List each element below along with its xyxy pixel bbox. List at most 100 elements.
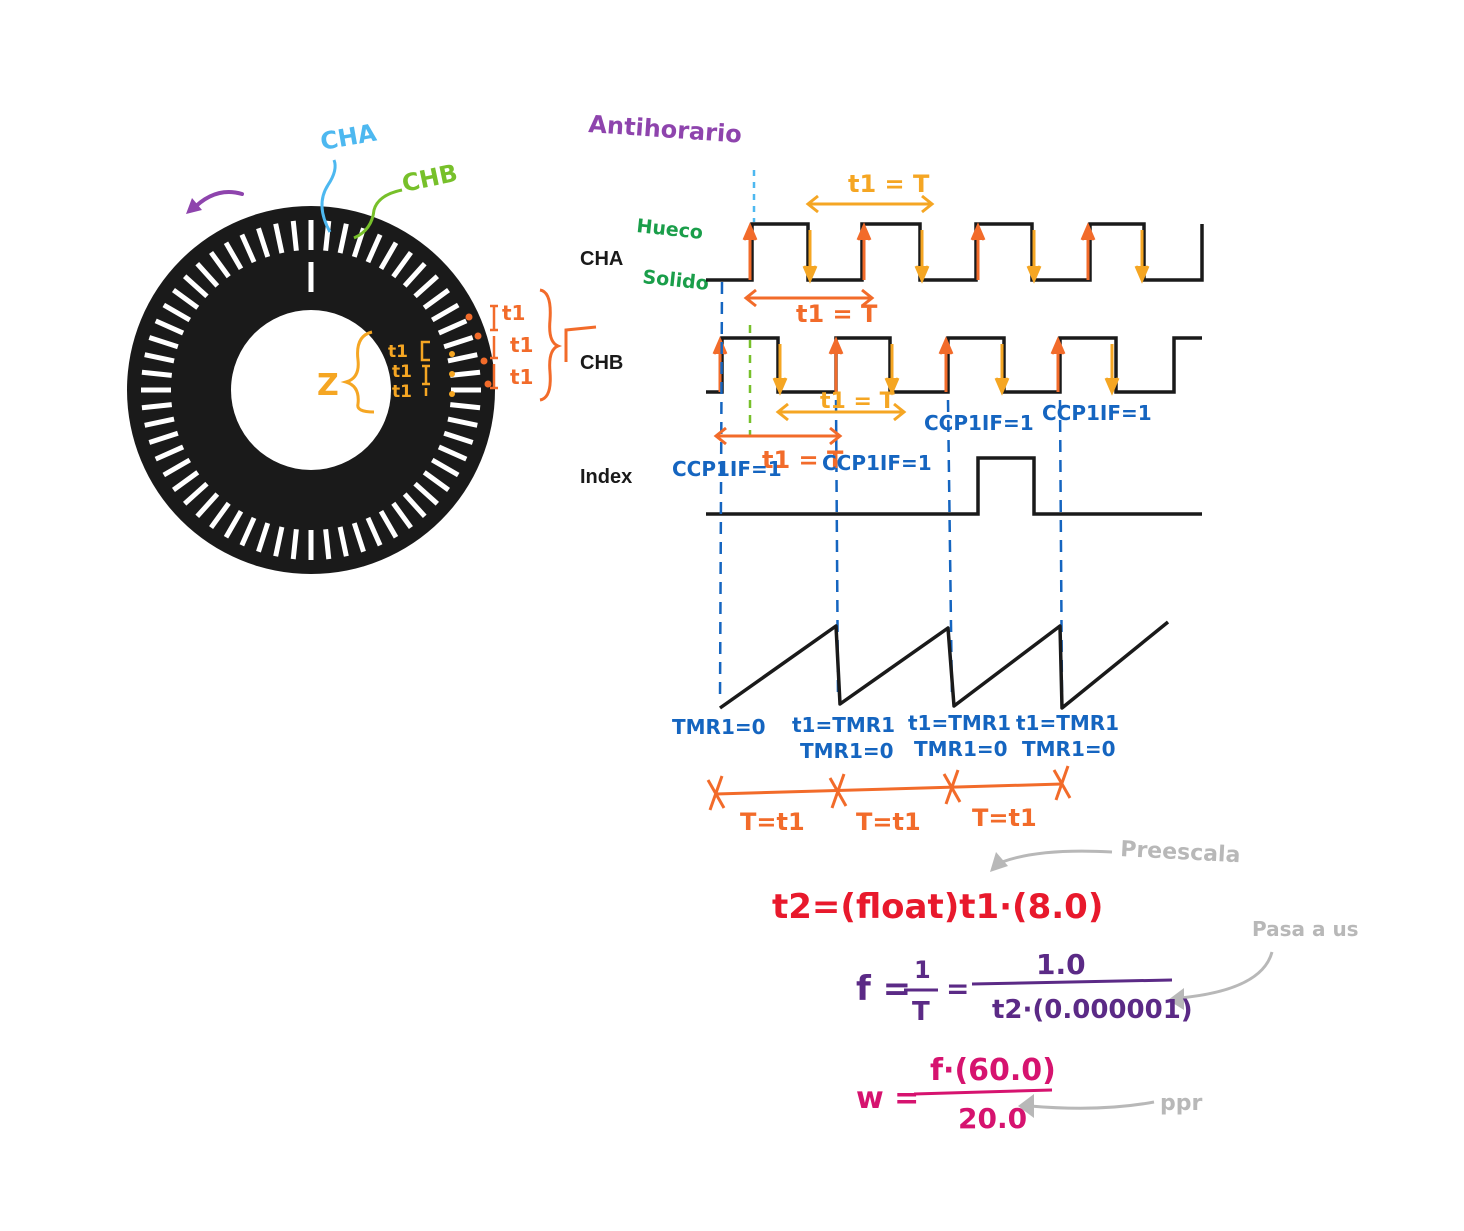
tmr-pair-3-top: t1=TMR1: [1016, 711, 1119, 735]
tmr-pair-2-top: t1=TMR1: [908, 711, 1011, 735]
f-frac-big: [971, 978, 1173, 986]
disk-slot: [413, 481, 440, 506]
inner-t1-1: t1: [388, 342, 408, 362]
f-den-big: t2·(0.000001): [992, 995, 1193, 1025]
prescala-note: Preescala: [1120, 837, 1241, 868]
disk-slot: [443, 430, 474, 445]
t1-span-chb: [775, 402, 907, 422]
tmr-pair-3-bottom: TMR1=0: [1022, 737, 1116, 761]
disk-slot: [430, 302, 460, 323]
disk-slot: [437, 318, 468, 336]
disk-slot: [209, 250, 231, 279]
f-eq: =: [946, 972, 969, 1005]
t1-span-bottom: [713, 426, 843, 446]
disk-slot: [391, 250, 413, 279]
cha-label: CHA: [580, 248, 623, 270]
disk-slot: [209, 501, 231, 530]
disk-slot: [430, 457, 460, 478]
direction-label: Antihorario: [588, 110, 743, 149]
disk-slot: [239, 516, 257, 547]
disk-slot: [195, 261, 220, 288]
disk-slot: [223, 509, 244, 539]
w-num: f·(60.0): [930, 1053, 1056, 1088]
rotation-arrow-icon: [186, 190, 244, 214]
disk-slot: [290, 220, 299, 252]
disk-slot: [378, 241, 399, 271]
t1-T-chb-label: t1 = T: [820, 389, 895, 414]
disk-slot: [144, 352, 175, 364]
disk-slot: [148, 335, 179, 350]
chb-label: CHB: [580, 352, 623, 374]
disk-slot: [141, 369, 173, 378]
disk-slot: [182, 274, 209, 299]
pasa-note: Pasa a us: [1252, 917, 1359, 941]
dot: [449, 391, 455, 397]
tmr1-sawtooth: [718, 620, 1170, 710]
index-label: Index: [580, 466, 632, 488]
disk-slot: [365, 516, 383, 547]
tmr-first-label: TMR1=0: [672, 715, 766, 739]
disk-slot: [337, 223, 349, 254]
t1-T-cha-label: t1 = T: [796, 300, 878, 328]
disk-hole: [231, 310, 391, 470]
z-brace: [340, 330, 375, 414]
disk-slot: [365, 233, 383, 264]
t1-T-top-label: t1 = T: [848, 170, 930, 198]
disk-slot: [273, 223, 285, 254]
disk-slot: [154, 444, 185, 462]
ccp-label-2: CCP1IF=1: [822, 451, 932, 475]
tmr-pair-2-bottom: TMR1=0: [914, 737, 1008, 761]
disk-slot: [447, 352, 478, 364]
outer-ticks: [490, 304, 498, 390]
disk-slot: [223, 241, 244, 271]
t2-formula: t2=(float)t1·(8.0): [772, 887, 1103, 927]
period-label-2: T=t1: [856, 808, 921, 836]
outer-t1-1: t1: [502, 301, 525, 325]
inner-t1-2: t1: [392, 362, 412, 382]
encoder-chb-label: CHB: [399, 159, 460, 198]
disk-slot: [171, 288, 200, 310]
t1-span-top: [805, 194, 935, 214]
chb-pointer: [353, 188, 403, 240]
dot: [484, 380, 492, 388]
disk-slot: [239, 233, 257, 264]
dot: [474, 332, 482, 340]
period-label-3: T=t1: [972, 804, 1037, 832]
dot: [480, 357, 488, 365]
inner-ticks: [420, 340, 430, 396]
chb-edge-arrows: [712, 336, 1120, 396]
disk-slot: [413, 274, 440, 299]
disk-slot: [162, 457, 192, 478]
ppr-note: ppr: [1160, 1091, 1202, 1116]
tmr-pair-1-bottom: TMR1=0: [800, 739, 894, 763]
disk-slot: [162, 302, 192, 323]
disk-slot: [378, 509, 399, 539]
disk-slot: [443, 335, 474, 350]
outer-t1-3: t1: [510, 365, 533, 389]
f-num-big: 1.0: [1036, 948, 1086, 981]
encoder-cha-label: CHA: [318, 118, 379, 155]
period-bar: [706, 765, 1072, 811]
ccp-label-3: CCP1IF=1: [924, 411, 1034, 435]
disk-slot: [422, 288, 451, 310]
disk-slots: [141, 220, 481, 560]
prescala-arrowhead-icon: [990, 852, 1008, 872]
t1-span-cha: [743, 288, 875, 308]
cha-pointer: [320, 159, 337, 233]
dot: [449, 371, 455, 377]
w-frac: [913, 1088, 1053, 1096]
period-label-1: T=t1: [740, 808, 805, 836]
solido-label: Solido: [641, 266, 709, 295]
disk-slot: [182, 481, 209, 506]
disk-slot: [148, 430, 179, 445]
disk-slot: [437, 444, 468, 462]
disk-slot: [449, 369, 481, 378]
dot: [449, 351, 455, 357]
ppr-arrow: [1029, 1100, 1155, 1110]
disk-slot: [402, 261, 427, 288]
disk-slot: [256, 227, 271, 258]
bracket-arrow: [564, 325, 597, 362]
pasa-arrow: [1179, 951, 1274, 1000]
pasa-arrowhead-icon: [1168, 988, 1184, 1010]
